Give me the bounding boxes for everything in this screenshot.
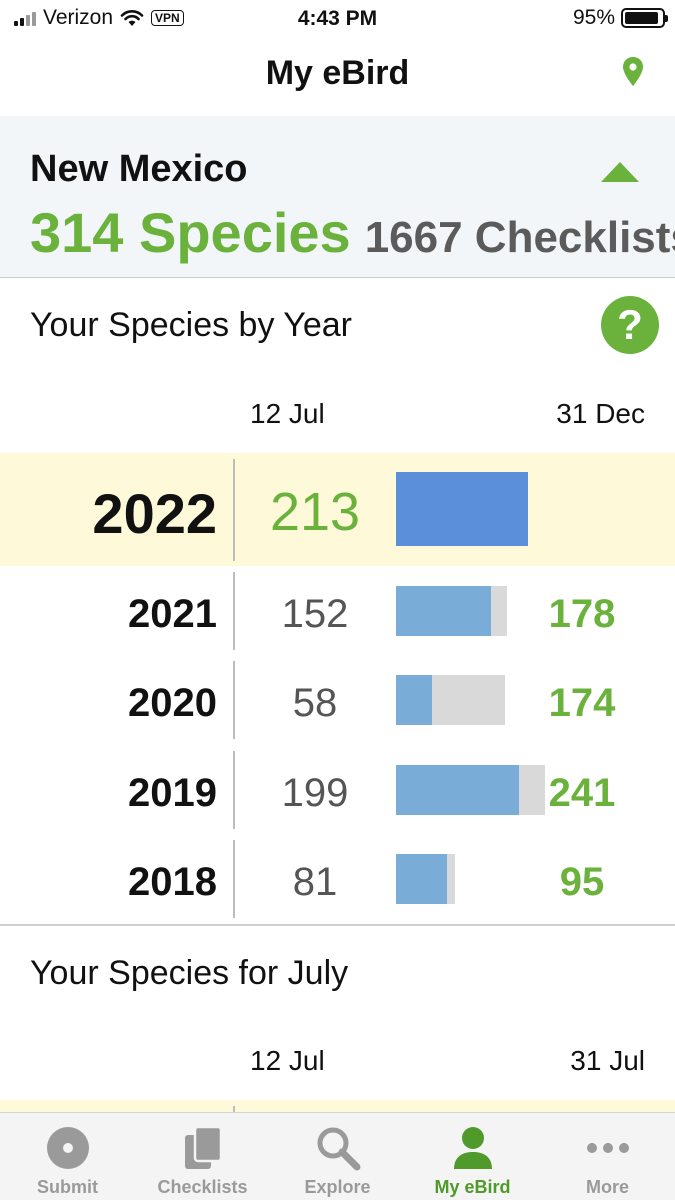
region-name: New Mexico	[30, 148, 248, 190]
month-col-date: 12 Jul	[250, 1045, 325, 1076]
page-title: My eBird	[265, 54, 410, 92]
year-count: 152	[281, 592, 349, 636]
year-col-date: 12 Jul	[250, 398, 325, 429]
year-label: 2022	[92, 482, 217, 545]
more-icon	[586, 1143, 629, 1153]
species-total: 314 Species	[30, 201, 351, 264]
person-icon	[453, 1127, 492, 1169]
help-icon[interactable]: ?	[601, 296, 659, 354]
year-count: 81	[292, 860, 338, 904]
year-bar	[396, 765, 545, 815]
row-divider	[233, 572, 235, 650]
region-stats: 314 Species 1667 Checklists	[30, 200, 675, 265]
search-icon	[317, 1127, 360, 1171]
year-col-end: 31 Dec	[556, 398, 645, 429]
year-bar	[396, 586, 508, 636]
region-header[interactable]: New Mexico 314 Species 1667 Checklists	[0, 116, 675, 278]
year-total: 95	[559, 860, 605, 904]
collapse-arrow-icon[interactable]	[601, 162, 639, 182]
year-row[interactable]: 2018 81 95	[0, 840, 675, 918]
section-divider	[0, 924, 675, 926]
row-divider	[233, 840, 235, 918]
status-left: Verizon VPN	[14, 6, 184, 30]
year-count: 199	[281, 771, 349, 815]
tab-label: Checklists	[157, 1177, 248, 1197]
row-divider	[233, 751, 235, 829]
tab-label: My eBird	[434, 1177, 511, 1197]
year-count: 58	[292, 681, 338, 725]
checklists-icon	[184, 1125, 222, 1169]
checklists-total: 1667 Checklists	[364, 213, 675, 262]
year-row-current[interactable]: 2022 213	[0, 453, 675, 566]
row-divider	[233, 1106, 235, 1112]
tab-explore[interactable]: Explore	[270, 1113, 405, 1200]
tab-my-ebird[interactable]: My eBird	[405, 1113, 540, 1200]
tab-label: More	[585, 1177, 629, 1197]
year-row[interactable]: 2021 152 178	[0, 572, 675, 650]
tab-bar: Submit Checklists Explore My eBird More	[0, 1112, 675, 1200]
row-divider	[233, 661, 235, 739]
year-label: 2019	[128, 771, 217, 815]
tab-checklists[interactable]: Checklists	[135, 1113, 270, 1200]
year-label: 2020	[128, 681, 217, 725]
species-by-year-title: Your Species by Year	[30, 306, 352, 344]
battery-icon	[621, 8, 668, 28]
year-bar-fill	[396, 472, 528, 546]
year-bar-fill	[396, 765, 520, 815]
status-time: 4:43 PM	[297, 7, 378, 30]
year-bar-fill	[396, 675, 433, 725]
tab-label: Submit	[37, 1177, 98, 1197]
submit-icon	[46, 1127, 89, 1169]
tab-more[interactable]: More	[540, 1113, 675, 1200]
year-total: 241	[548, 771, 616, 815]
year-count: 213	[269, 482, 361, 542]
signal-icon	[14, 10, 36, 26]
row-divider	[233, 459, 235, 561]
year-bar	[396, 472, 528, 546]
tab-submit[interactable]: Submit	[0, 1113, 135, 1200]
year-bar-fill	[396, 586, 491, 636]
year-bar-fill	[396, 854, 447, 904]
nav-bar: My eBird	[0, 38, 675, 116]
year-total: 174	[548, 681, 616, 725]
tab-label: Explore	[304, 1177, 371, 1197]
year-row[interactable]: 2020 58 174	[0, 661, 675, 739]
year-row[interactable]: 2019 199 241	[0, 751, 675, 829]
year-label: 2021	[128, 592, 217, 636]
month-col-end: 31 Jul	[570, 1045, 645, 1076]
year-label: 2018	[128, 860, 217, 904]
status-right: 95%	[572, 6, 668, 30]
location-pin-icon[interactable]	[621, 56, 645, 88]
year-bar	[396, 854, 456, 904]
year-bar	[396, 675, 505, 725]
wifi-icon	[120, 10, 144, 26]
species-for-month-title: Your Species for July	[30, 954, 349, 992]
month-row-current	[0, 1100, 675, 1112]
year-total: 178	[548, 592, 616, 636]
battery-percent: 95%	[572, 6, 615, 29]
vpn-badge: VPN	[151, 10, 184, 26]
carrier-label: Verizon	[43, 6, 114, 29]
status-bar: Verizon VPN 4:43 PM 95%	[0, 0, 675, 38]
